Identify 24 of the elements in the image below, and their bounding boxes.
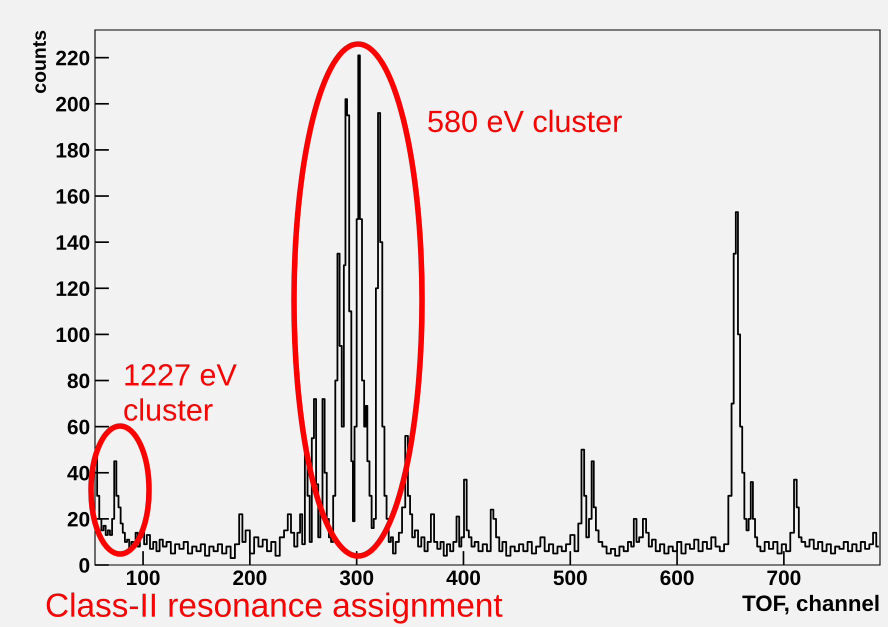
y-tick-label: 160 (56, 189, 90, 204)
x-tick-label: 500 (554, 570, 587, 586)
annotation: 580 eV cluster (428, 110, 622, 132)
y-tick-label: 100 (56, 327, 90, 342)
y-tick-label: 200 (56, 96, 90, 112)
x-axis-title: TOF, channel (742, 594, 878, 614)
x-tick-label: 100 (126, 570, 160, 586)
text: Class-II resonance assignment (46, 592, 502, 624)
y-tick-label: 140 (56, 235, 90, 250)
y-tick-label: 220 (56, 50, 90, 66)
y-tick-label: 120 (56, 281, 90, 296)
x-tick-label: 200 (233, 570, 266, 586)
y-axis-title: counts (33, 30, 46, 93)
x-tick-label: 300 (340, 570, 374, 586)
x-tick-label: 600 (660, 570, 694, 586)
y-tick-label: 180 (56, 142, 90, 158)
y-tick-label: 40 (67, 466, 90, 481)
y-tick-label: 60 (68, 420, 90, 434)
y-tick-label: 20 (68, 512, 90, 527)
x-tick-label: 400 (446, 570, 480, 586)
y-tick-label: 0 (79, 558, 90, 573)
annotation: 1227 eV cluster (124, 364, 237, 421)
x-tick-label: 700 (767, 570, 800, 586)
y-tick-label: 80 (68, 374, 90, 388)
